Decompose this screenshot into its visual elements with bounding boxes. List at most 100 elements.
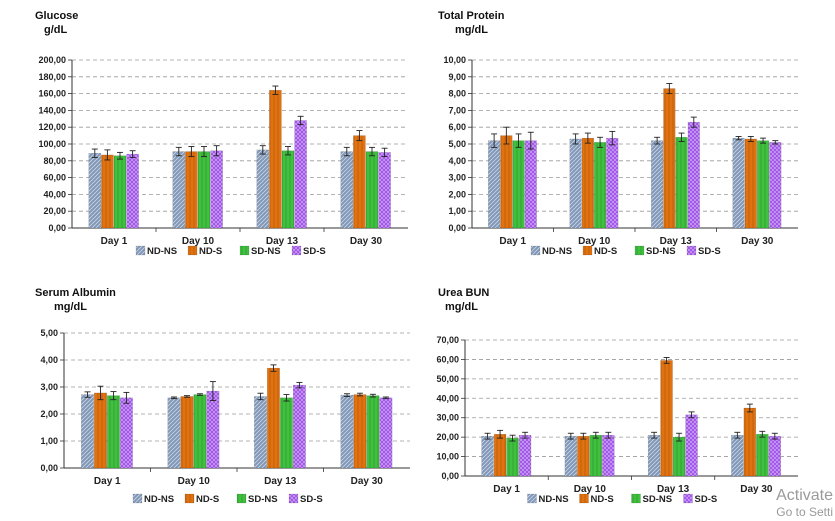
error-bar-nd-ns-day-13 <box>651 431 658 439</box>
chart-unit: g/dL <box>44 24 68 36</box>
bar-nd-s-day-30 <box>353 135 366 229</box>
os-activation-watermark: Activate Go to Setti <box>776 487 833 519</box>
error-bar-nd-ns-day-30 <box>735 135 742 141</box>
error-bar-sd-ns-day-30 <box>760 137 767 144</box>
bar-nd-s-day-10 <box>180 396 194 469</box>
y-tick-label: 20,00 <box>436 432 459 442</box>
urea-bun-chart: 0,00 10,00 20,00 30,00 40,00 50,00 60,00 70,00 D… <box>436 335 798 505</box>
legend-swatch <box>634 245 645 256</box>
y-tick-label: 160,00 <box>38 89 66 99</box>
error-bar-sd-s-day-30 <box>771 432 778 440</box>
bar-sd-ns-day-1 <box>113 155 127 229</box>
legend-item-nd-ns: ND-NS <box>527 493 569 505</box>
error-bar-nd-ns-day-1 <box>91 148 98 158</box>
error-bar-nd-s-day-13 <box>272 85 279 95</box>
x-tick-label: Day 1 <box>94 476 121 487</box>
y-tick-label: 6,00 <box>448 122 466 132</box>
x-tick-label: Day 13 <box>264 476 297 487</box>
y-tick-label: 200,00 <box>38 55 66 65</box>
error-bar-nd-s-day-10 <box>584 132 591 144</box>
bar-nd-ns-day-10 <box>564 435 577 477</box>
error-bar-nd-s-day-1 <box>97 385 104 401</box>
urea-bun-panel: Urea BUN mg/dL 0,00 10,00 20,00 30,00 40,00 5… <box>415 270 835 521</box>
legend-item-sd-s: SD-S <box>686 245 721 257</box>
y-tick-label: 2,00 <box>448 189 466 199</box>
x-tick-label: Day 13 <box>657 484 690 495</box>
bar-nd-ns-day-1 <box>488 140 501 229</box>
error-bar-sd-ns-day-13 <box>676 432 683 442</box>
bar-sd-s-day-13 <box>687 121 700 229</box>
bar-sd-ns-day-13 <box>281 150 295 229</box>
bar-nd-ns-day-10 <box>569 138 582 229</box>
bar-sd-ns-day-1 <box>512 140 525 229</box>
error-bar-nd-ns-day-1 <box>491 133 498 148</box>
legend-swatch <box>288 493 299 504</box>
legend-item-sd-s: SD-S <box>683 493 718 505</box>
legend-label: ND-NS <box>144 494 174 505</box>
legend-item-nd-ns: ND-NS <box>530 245 572 257</box>
bar-sd-s-day-1 <box>518 434 532 477</box>
legend-label: SD-NS <box>251 246 281 257</box>
x-tick-label: Day 10 <box>182 236 215 247</box>
bar-nd-s-day-1 <box>101 154 114 229</box>
legend-label: SD-NS <box>646 246 676 257</box>
legend-item-sd-ns: SD-NS <box>239 245 281 257</box>
legend-label: ND-S <box>594 246 617 257</box>
legend-swatch <box>527 493 537 504</box>
bar-sd-ns-day-13 <box>672 436 686 477</box>
bar-sd-ns-day-10 <box>193 394 207 469</box>
bar-sd-s-day-1 <box>524 140 537 229</box>
error-bar-nd-s-day-30 <box>747 135 754 142</box>
legend-label: SD-S <box>300 494 323 505</box>
error-bar-nd-ns-day-10 <box>572 133 579 145</box>
chart-unit: mg/dL <box>54 301 87 313</box>
legend-swatch <box>184 493 195 504</box>
y-tick-label: 40,00 <box>43 189 66 199</box>
error-bar-sd-ns-day-30 <box>759 430 766 438</box>
bar-nd-ns-day-30 <box>732 137 745 229</box>
x-tick-label: Day 10 <box>178 476 211 487</box>
bar-nd-s-day-1 <box>500 135 513 229</box>
bar-nd-s-day-13 <box>269 90 282 229</box>
error-bar-sd-s-day-30 <box>772 140 779 145</box>
error-bar-sd-s-day-30 <box>381 147 388 158</box>
error-bar-sd-ns-day-30 <box>369 146 375 157</box>
bar-nd-ns-day-30 <box>731 434 744 477</box>
legend-label: ND-S <box>196 494 219 505</box>
error-bar-sd-s-day-1 <box>129 150 136 158</box>
bar-nd-ns-day-1 <box>81 394 94 469</box>
error-bar-sd-ns-day-13 <box>285 146 291 156</box>
y-tick-label: 40,00 <box>436 393 459 403</box>
bar-sd-s-day-1 <box>126 153 139 229</box>
error-bar-sd-ns-day-10 <box>196 393 203 396</box>
serum-albumin-panel: Serum Albumin mg/dL 0,00 1,00 2,00 3,00 4,00… <box>0 270 415 521</box>
bar-nd-s-day-13 <box>660 360 673 477</box>
error-bar-nd-ns-day-13 <box>654 136 661 145</box>
error-bar-sd-s-day-10 <box>209 381 216 401</box>
y-tick-label: 180,00 <box>38 72 66 82</box>
legend-label: SD-NS <box>643 494 673 505</box>
error-bar-sd-s-day-10 <box>609 130 616 146</box>
legend-item-sd-s: SD-S <box>288 493 323 505</box>
bar-sd-s-day-10 <box>206 390 220 469</box>
bar-nd-ns-day-10 <box>167 397 181 469</box>
y-tick-label: 120,00 <box>38 122 66 132</box>
legend-label: ND-S <box>199 246 222 257</box>
chart-title: Urea BUN <box>438 287 490 299</box>
bar-nd-s-day-13 <box>663 88 676 229</box>
error-bar-nd-s-day-1 <box>497 429 504 439</box>
error-bar-nd-s-day-30 <box>356 130 363 142</box>
error-bar-sd-ns-day-10 <box>592 431 599 439</box>
legend-label: ND-NS <box>539 494 569 505</box>
y-tick-label: 80,00 <box>43 156 66 166</box>
bar-sd-ns-day-10 <box>197 151 211 229</box>
legend-item-sd-s: SD-S <box>291 245 326 257</box>
bar-nd-s-day-30 <box>744 138 757 229</box>
error-bar-nd-ns-day-30 <box>734 431 741 439</box>
legend-item-sd-ns: SD-NS <box>634 245 676 257</box>
legend-label: SD-S <box>695 494 718 505</box>
x-tick-label: Day 1 <box>493 484 520 495</box>
x-tick-label: Day 30 <box>740 484 773 495</box>
x-tick-label: Day 30 <box>350 236 383 247</box>
bar-sd-s-day-30 <box>769 142 782 229</box>
